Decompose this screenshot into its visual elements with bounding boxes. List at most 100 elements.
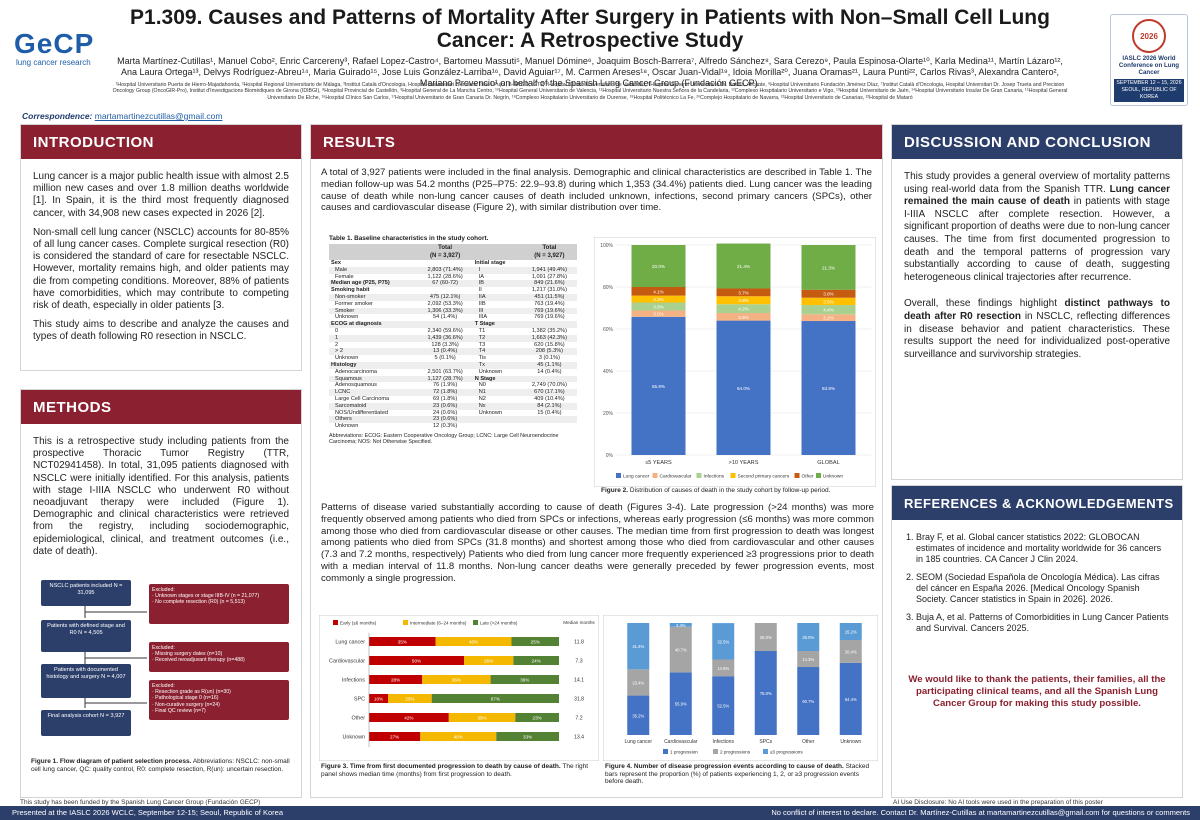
discussion-body: This study provides a general overview o… bbox=[892, 159, 1182, 361]
figure-3-category-label: Other bbox=[352, 716, 366, 722]
figure-3-data-label: 35% bbox=[477, 716, 486, 721]
table-cell: ECOG at diagnosis bbox=[329, 321, 418, 328]
table-cell: 54 (1.4%) bbox=[432, 314, 458, 321]
figure-4-data-label: 52.5% bbox=[717, 704, 729, 709]
figure-3-bar-segment bbox=[369, 694, 388, 703]
figure-2-legend-label: Infections bbox=[704, 474, 725, 480]
table-cell: N1 bbox=[472, 389, 522, 396]
figure-4-data-label: 32.5% bbox=[717, 639, 729, 644]
figure-3-bar-segment bbox=[369, 732, 421, 741]
discussion-p2-end: in NSCLC, reflecting differences in dise… bbox=[904, 310, 1170, 360]
table-cell: 1,217 (31.0%) bbox=[531, 287, 567, 294]
figure-4-bar-segment bbox=[839, 640, 862, 663]
table-cell: IA bbox=[478, 273, 485, 280]
figure-4-legend-label: 1 progression bbox=[670, 750, 698, 755]
figure-2-legend-swatch bbox=[816, 473, 821, 478]
figure-2-data-label: 4.2% bbox=[738, 307, 748, 312]
flow-diagram: NSCLC patients included N = 31,095 Patie… bbox=[29, 576, 295, 756]
figure-2-legend-swatch bbox=[652, 473, 658, 478]
figure-4-x-tick: Cardiovascular bbox=[664, 739, 698, 745]
figure-3-median-value: 13.4 bbox=[574, 735, 584, 741]
table-cell bbox=[418, 287, 473, 294]
figure-2-bar-segment bbox=[716, 320, 771, 455]
table-row: Unknown 54 (1.4%) IIIA 769 (19.6%) bbox=[329, 314, 577, 321]
figure-2-data-label: 3.2% bbox=[823, 316, 833, 321]
figure-2-y-tick: 40% bbox=[603, 369, 614, 375]
figure-2-bar-segment bbox=[716, 288, 771, 297]
figure-3-bar-segment bbox=[369, 637, 436, 646]
correspondence-email[interactable]: martamartinezcutillas@gmail.com bbox=[94, 111, 223, 121]
table-cell: NOS/Undifferentiated bbox=[335, 409, 389, 416]
discussion-heading: DISCUSSION AND CONCLUSION bbox=[892, 125, 1182, 159]
figure-4-legend-label: 2 progressions bbox=[720, 750, 751, 755]
figure-2-data-label: 21.4% bbox=[737, 264, 750, 269]
table-cell: 1,941 (49.4%) bbox=[521, 266, 577, 274]
table-cell: Former smoker bbox=[335, 300, 373, 307]
figure-2-bar-segment bbox=[716, 304, 771, 314]
intro-paragraph-1: Lung cancer is a major public health iss… bbox=[33, 171, 289, 219]
introduction-body: Lung cancer is a major public health iss… bbox=[21, 159, 301, 344]
references-heading: REFERENCES & ACKNOWLEDGEMENTS bbox=[892, 486, 1182, 520]
figure-4-data-label: 35.2% bbox=[632, 713, 644, 718]
table-cell: Sarcomatoid bbox=[329, 402, 418, 410]
figure-4-x-tick: Other bbox=[802, 739, 815, 745]
table-cell: II bbox=[478, 287, 482, 294]
figure-4-caption: Figure 4. Number of disease progression … bbox=[605, 763, 877, 786]
figure-2-bar-segment bbox=[716, 313, 771, 321]
figure-3-data-label: 23% bbox=[405, 697, 414, 702]
figure-2-data-label: 3.5% bbox=[823, 299, 833, 304]
affiliations: ¹Hospital Universitario Puerta de Hierro… bbox=[112, 82, 1068, 101]
results-paragraph-2: Patterns of disease varied substantially… bbox=[321, 502, 874, 584]
figure-2-bar-segment bbox=[801, 245, 856, 290]
reference-item: Buja A, et al. Patterns of Comorbidities… bbox=[916, 612, 1170, 634]
table-cell: 451 (11.5%) bbox=[521, 293, 577, 301]
table-cell: Sex bbox=[331, 260, 341, 266]
table-cell bbox=[521, 416, 577, 424]
figure-2-y-tick: 100% bbox=[600, 243, 613, 249]
table-cell: 0 bbox=[335, 327, 339, 334]
discussion-p1-highlight: Lung cancer remained the main cause of d… bbox=[904, 183, 1171, 208]
table-cell: 1,382 (35.2%) bbox=[531, 327, 567, 334]
correspondence-label: Correspondence: bbox=[22, 111, 93, 121]
figure-3-median-value: 7.3 bbox=[575, 659, 582, 665]
figure-4-bar-segment bbox=[797, 667, 820, 735]
table-cell: 1,122 (28.6%) bbox=[427, 273, 463, 280]
table-cell: T2 bbox=[472, 334, 522, 342]
figure-3-caption-title: Figure 3. Time from first documented pro… bbox=[321, 763, 561, 770]
table-cell: N Stage bbox=[472, 375, 522, 383]
figure-3-data-label: 42% bbox=[404, 716, 413, 721]
figure-3-bar-segment bbox=[422, 675, 491, 684]
table-cell: Unknown bbox=[335, 355, 359, 362]
figure-3-bar-segment bbox=[435, 637, 512, 646]
table-cell: 13 (0.4%) bbox=[417, 348, 473, 356]
table-1-footnote: Abbreviations: ECOG: Eastern Cooperative… bbox=[329, 432, 559, 446]
figure-3-median-header: Median months bbox=[563, 620, 595, 625]
flow-box-stage-r0: Patients with defined stage and R0 N = 4… bbox=[41, 620, 131, 652]
table-row: > 2 13 (0.4%) T4 208 (5.3%) bbox=[329, 348, 577, 356]
figure-3-bar-segment bbox=[369, 656, 464, 665]
table-cell: T4 bbox=[472, 348, 522, 356]
figure-4-bar-segment bbox=[669, 623, 692, 627]
figure-2-data-label: 4.4% bbox=[823, 308, 833, 313]
table-cell bbox=[473, 423, 522, 430]
figure-2-data-label: 3.3% bbox=[653, 297, 663, 302]
table-1: Table 1. Baseline characteristics in the… bbox=[329, 235, 584, 490]
figure-2-bar-segment bbox=[801, 305, 856, 315]
table-cell: 23 (0.6%) bbox=[417, 402, 473, 410]
table-row: Unknown 12 (0.3%) bbox=[329, 423, 577, 430]
figure-2-data-label: 65.8% bbox=[652, 384, 665, 389]
table-row: Non-smoker 475 (12.1%) IIA 451 (11.5%) bbox=[329, 293, 577, 301]
figure-3-category-label: SPC bbox=[354, 697, 365, 703]
discussion-p2-highlight: distinct pathways to death after R0 rese… bbox=[904, 298, 1170, 322]
table-row: 2 128 (3.3%) T3 620 (15.8%) bbox=[329, 342, 577, 349]
footer-left: Presented at the IASLC 2026 WCLC, Septem… bbox=[12, 808, 283, 817]
methods-heading: METHODS bbox=[21, 390, 301, 424]
results-paragraph-1: A total of 3,927 patients were included … bbox=[321, 167, 872, 214]
flow-exclusion-3: Excluded: · Resection grade as R(un) (n=… bbox=[149, 680, 289, 720]
poster-title: P1.309. Causes and Patterns of Mortality… bbox=[130, 6, 1050, 52]
figure-4-x-tick: SPCs bbox=[759, 739, 772, 745]
figure-2-caption-text: Distribution of causes of death in the s… bbox=[629, 487, 831, 494]
figure-4-legend-swatch bbox=[763, 749, 768, 754]
figure-4-bar-segment bbox=[627, 669, 650, 696]
flow-exclusion-2: Excluded: · Missing surgery dates (n=10)… bbox=[149, 642, 289, 672]
